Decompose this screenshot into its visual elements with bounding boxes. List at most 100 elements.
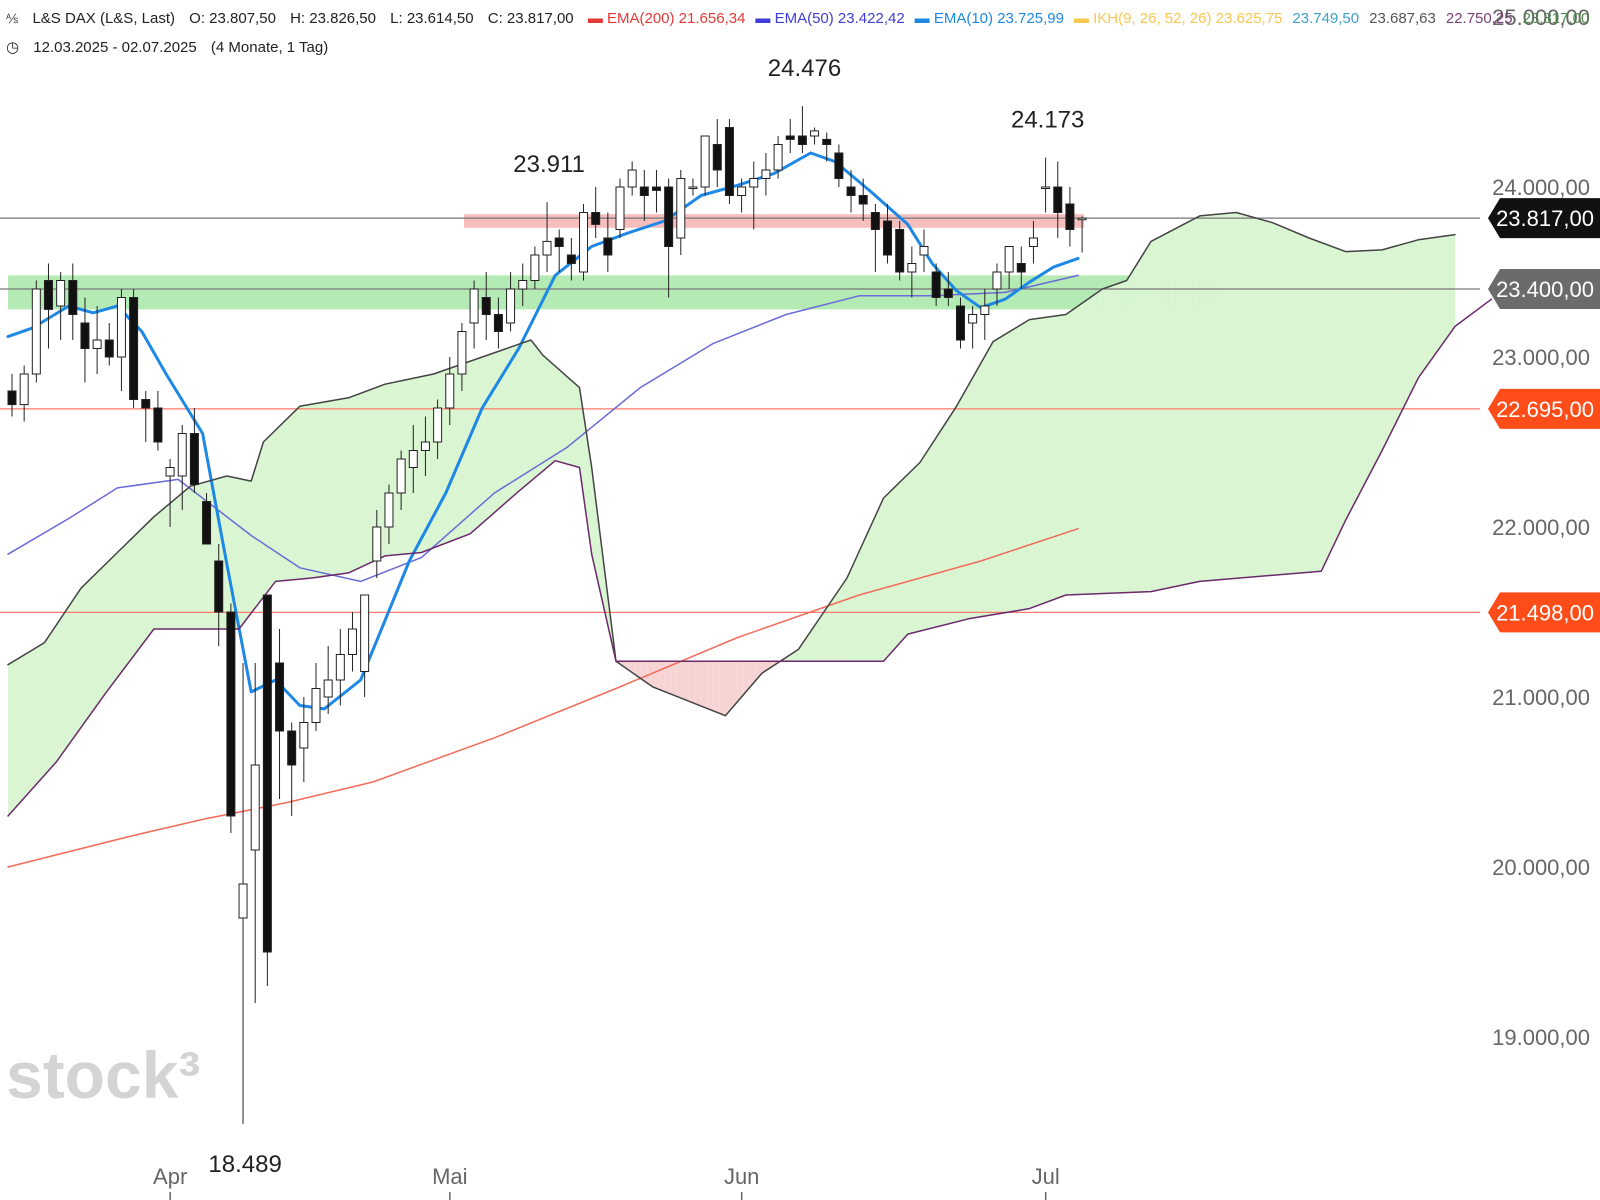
candle-body-down [846, 186, 856, 196]
candle [579, 204, 589, 281]
price-tag-bg [1488, 198, 1600, 239]
candle-body-up [919, 246, 929, 256]
candle [822, 132, 832, 162]
candle [92, 306, 102, 374]
series-ikh-upper [7, 211, 1456, 717]
cloud-segment [1272, 222, 1279, 576]
cloud-segment [688, 661, 696, 704]
candle-body-up [360, 594, 370, 672]
candle [31, 280, 41, 383]
cloud-segment [56, 615, 63, 762]
chart-type-icon: ⅍ [6, 11, 19, 26]
cloud-segment [470, 359, 477, 534]
ikh-value: 23.817,00 [1522, 10, 1590, 27]
cloud-segment [1400, 243, 1407, 414]
cloud-segment [1217, 213, 1224, 580]
candle-body-up [250, 764, 260, 851]
candle-body-up [445, 373, 455, 409]
candle-body-up [165, 467, 175, 477]
cloud-segment [1376, 249, 1383, 463]
cloud-segment [1199, 215, 1206, 582]
cloud-segment [877, 498, 884, 662]
candle [1065, 187, 1075, 247]
cloud-segment [786, 653, 793, 662]
cloud-segment [1138, 251, 1145, 593]
candle-body-down [153, 407, 163, 443]
candle-body-up [542, 240, 552, 256]
candle [785, 119, 795, 153]
cloud-segment [664, 661, 671, 695]
cloud-segment [1096, 289, 1103, 594]
cloud-segment [1144, 241, 1152, 592]
candle [311, 663, 321, 731]
candle-body-up [457, 331, 467, 375]
cloud-segment [591, 467, 598, 581]
open-value: O: 23.807,50 [189, 10, 276, 27]
candle [299, 697, 309, 782]
candle-body-down [603, 237, 613, 256]
candle [214, 544, 224, 646]
date-range: 12.03.2025 - 02.07.2025 [33, 39, 197, 56]
cloud-segment [14, 657, 21, 810]
cloud-segment [695, 661, 702, 707]
cloud-segment [464, 361, 471, 537]
candle [846, 170, 856, 213]
cloud-segment [652, 661, 659, 690]
cloud-segment [524, 340, 531, 487]
candle [651, 170, 661, 213]
cloud-segment [1041, 317, 1048, 605]
cloud-segment [190, 484, 197, 629]
candle-body-down [68, 280, 78, 315]
cloud-segment [1126, 270, 1133, 593]
cloud-segment [737, 661, 744, 702]
candle [177, 425, 187, 510]
cloud-segment [415, 376, 422, 554]
candle-body-up [992, 271, 1002, 290]
candle-body-down [80, 322, 90, 349]
cloud-segment [707, 661, 714, 711]
cloud-segment [1011, 326, 1018, 612]
cloud-segment [920, 453, 927, 632]
cloud-segment [336, 398, 343, 575]
candle [7, 374, 17, 417]
candle-body-up [372, 526, 382, 562]
price-tag-bg [1488, 388, 1600, 429]
cloud-segment [926, 443, 933, 630]
candle-body-down [566, 254, 576, 264]
candle [530, 246, 540, 289]
candle-body-up [311, 688, 321, 723]
candle [19, 365, 29, 422]
cloud-segment [1053, 315, 1060, 600]
cloud-segment [160, 506, 167, 629]
cloud-segment [482, 354, 489, 524]
cloud-segment [573, 382, 580, 468]
candle-body-down [7, 390, 17, 406]
candle-body-down [883, 220, 893, 256]
cloud-segment [239, 478, 246, 629]
cloud-segment [883, 492, 890, 662]
candle-body-down [651, 186, 661, 191]
candle [202, 493, 212, 545]
cloud-segment [1266, 221, 1273, 576]
candle-body-up [1028, 237, 1038, 247]
ichimoku-cloud [8, 212, 1456, 816]
candle-body-up [737, 186, 747, 196]
cloud-segment [433, 371, 440, 548]
candle-body-down [785, 135, 795, 140]
cloud-segment [719, 661, 726, 716]
candle-body-up [518, 280, 528, 290]
candle [238, 663, 248, 1124]
cloud-segment [1418, 238, 1425, 378]
x-tick-label: Mai [432, 1164, 467, 1189]
cloud-segment [950, 406, 957, 624]
candle-body-down [275, 662, 285, 732]
candle [129, 289, 139, 408]
cloud-segment [366, 388, 373, 565]
candle-body-up [116, 297, 126, 358]
cloud-segment [840, 578, 848, 662]
cloud-segment [1315, 240, 1322, 572]
indicator-legend-item: ▬ EMA(200) 21.656,34 [587, 10, 746, 27]
candle-body-up [1004, 246, 1014, 273]
cloud-segment [871, 511, 878, 662]
